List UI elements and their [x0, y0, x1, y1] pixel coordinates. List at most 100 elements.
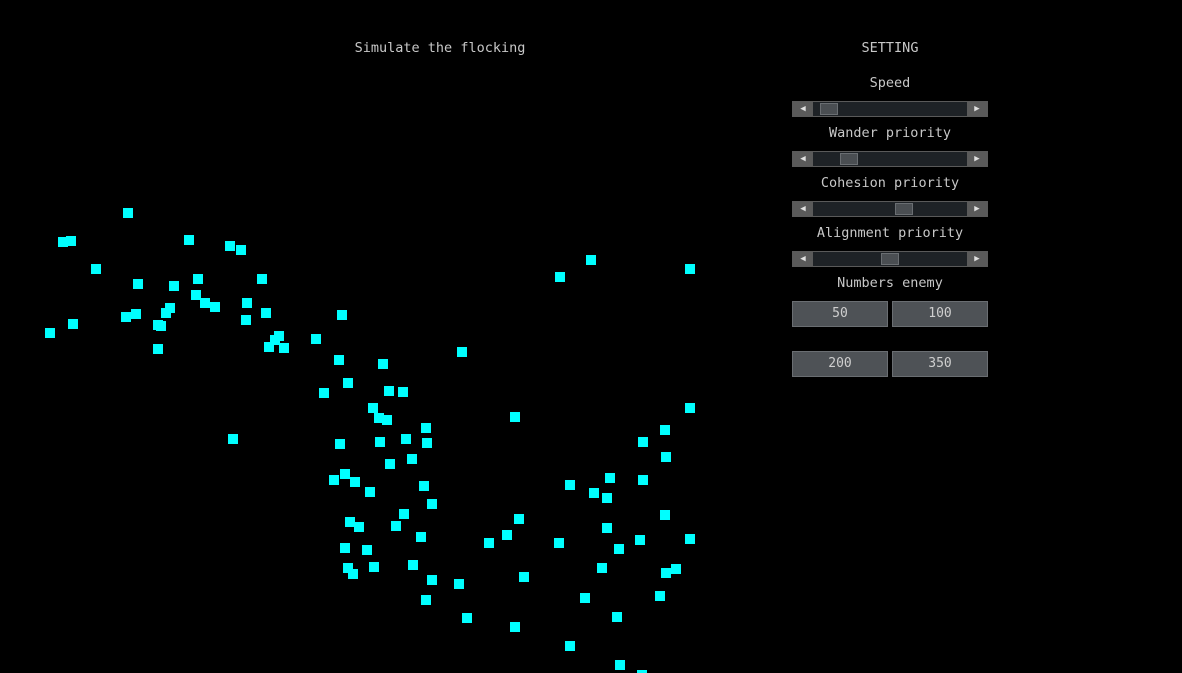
boid [565, 480, 575, 490]
boid [319, 388, 329, 398]
boid [510, 412, 520, 422]
cohesion-decrease-arrow-icon[interactable]: ◀ [793, 202, 813, 216]
boid [407, 454, 417, 464]
cohesion-track[interactable] [813, 202, 967, 216]
alignment-priority-label: Alignment priority [792, 225, 988, 241]
boid [685, 403, 695, 413]
cohesion-thumb[interactable] [895, 203, 913, 215]
alignment-priority-slider[interactable]: ◀ ▶ [792, 251, 988, 267]
cohesion-priority-label: Cohesion priority [792, 175, 988, 191]
boid [66, 236, 76, 246]
boid [274, 331, 284, 341]
boid [165, 303, 175, 313]
boid [401, 434, 411, 444]
boid [184, 235, 194, 245]
boid [156, 321, 166, 331]
speed-track[interactable] [813, 102, 967, 116]
wander-track[interactable] [813, 152, 967, 166]
boid [337, 310, 347, 320]
speed-thumb[interactable] [820, 103, 838, 115]
wander-priority-label: Wander priority [792, 125, 988, 141]
wander-thumb[interactable] [840, 153, 858, 165]
boid [368, 403, 378, 413]
boid [210, 302, 220, 312]
enemy-50-button[interactable]: 50 [792, 301, 888, 327]
boid [554, 538, 564, 548]
boid [514, 514, 524, 524]
boid [123, 208, 133, 218]
boid [635, 535, 645, 545]
boid [484, 538, 494, 548]
boid [343, 378, 353, 388]
boid [242, 298, 252, 308]
enemy-350-button[interactable]: 350 [892, 351, 988, 377]
boid [602, 523, 612, 533]
boid [398, 387, 408, 397]
cohesion-increase-arrow-icon[interactable]: ▶ [967, 202, 987, 216]
boid [261, 308, 271, 318]
speed-increase-arrow-icon[interactable]: ▶ [967, 102, 987, 116]
alignment-track[interactable] [813, 252, 967, 266]
alignment-decrease-arrow-icon[interactable]: ◀ [793, 252, 813, 266]
boid [589, 488, 599, 498]
boid [375, 437, 385, 447]
alignment-increase-arrow-icon[interactable]: ▶ [967, 252, 987, 266]
boid [279, 343, 289, 353]
boid [586, 255, 596, 265]
speed-label: Speed [792, 75, 988, 91]
boid [408, 560, 418, 570]
boid [257, 274, 267, 284]
boid [391, 521, 401, 531]
boid [45, 328, 55, 338]
speed-decrease-arrow-icon[interactable]: ◀ [793, 102, 813, 116]
boid [602, 493, 612, 503]
boid [638, 437, 648, 447]
boid [671, 564, 681, 574]
boid [565, 641, 575, 651]
boid [421, 595, 431, 605]
boid [382, 415, 392, 425]
boid [638, 475, 648, 485]
enemy-count-label: Numbers enemy [792, 275, 988, 291]
boid [121, 312, 131, 322]
boid [612, 612, 622, 622]
wander-priority-slider[interactable]: ◀ ▶ [792, 151, 988, 167]
boid [369, 562, 379, 572]
boid [416, 532, 426, 542]
enemy-200-button[interactable]: 200 [792, 351, 888, 377]
boid [334, 355, 344, 365]
boid [661, 452, 671, 462]
boid [200, 298, 210, 308]
boid [169, 281, 179, 291]
wander-increase-arrow-icon[interactable]: ▶ [967, 152, 987, 166]
boid [605, 473, 615, 483]
boid [422, 438, 432, 448]
boid [399, 509, 409, 519]
boid [335, 439, 345, 449]
boid [350, 477, 360, 487]
boid [555, 272, 565, 282]
alignment-thumb[interactable] [881, 253, 899, 265]
boid [131, 309, 141, 319]
boid [454, 579, 464, 589]
boid [421, 423, 431, 433]
boid [427, 499, 437, 509]
boid [153, 344, 163, 354]
cohesion-priority-slider[interactable]: ◀ ▶ [792, 201, 988, 217]
boid [661, 568, 671, 578]
boid [660, 425, 670, 435]
boid [340, 543, 350, 553]
boid [362, 545, 372, 555]
boid [354, 522, 364, 532]
boid [419, 481, 429, 491]
boid [384, 386, 394, 396]
enemy-100-button[interactable]: 100 [892, 301, 988, 327]
boid [228, 434, 238, 444]
settings-title: SETTING [792, 40, 988, 56]
boid [236, 245, 246, 255]
speed-slider[interactable]: ◀ ▶ [792, 101, 988, 117]
wander-decrease-arrow-icon[interactable]: ◀ [793, 152, 813, 166]
boid [68, 319, 78, 329]
